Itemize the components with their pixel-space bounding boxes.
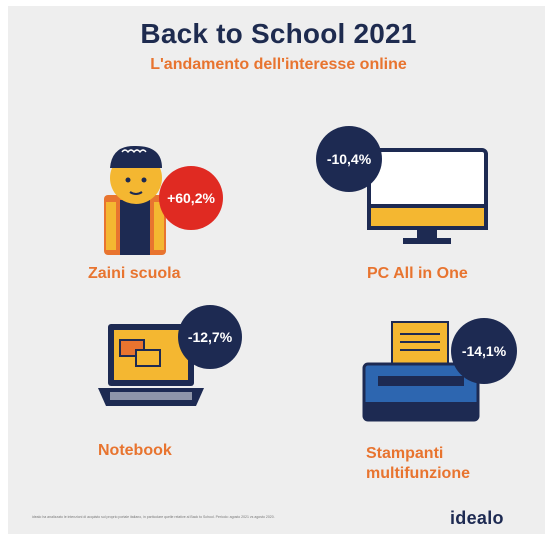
change-badge-stampanti: -14,1%: [451, 318, 517, 384]
change-badge-pc: -10,4%: [316, 126, 382, 192]
page-subtitle: L'andamento dell'interesse online: [150, 56, 407, 73]
change-badge-zaini: +60,2%: [159, 166, 223, 230]
change-badge-notebook: -12,7%: [178, 305, 242, 369]
label-zaini-scuola: Zaini scuola: [88, 265, 181, 282]
label-line-stampanti: Stampanti: [366, 445, 444, 462]
laptop-icon: [98, 324, 204, 406]
page-title: Back to School 2021: [140, 18, 417, 49]
label-pc-all-in-one: PC All in One: [367, 265, 468, 282]
label-stampanti-multifunzione: Stampanti multifunzione: [366, 444, 470, 484]
desktop-monitor-icon: [367, 148, 488, 244]
printer-icon: [362, 321, 480, 422]
student-backpack-icon: [104, 145, 166, 255]
label-notebook: Notebook: [98, 442, 172, 459]
label-line-multifunzione: multifunzione: [366, 465, 470, 482]
infographic-panel: [8, 6, 545, 534]
idealo-logo: idealo: [450, 508, 504, 528]
footnote-text: idealo ha analizzato le intenzioni di ac…: [32, 515, 275, 519]
